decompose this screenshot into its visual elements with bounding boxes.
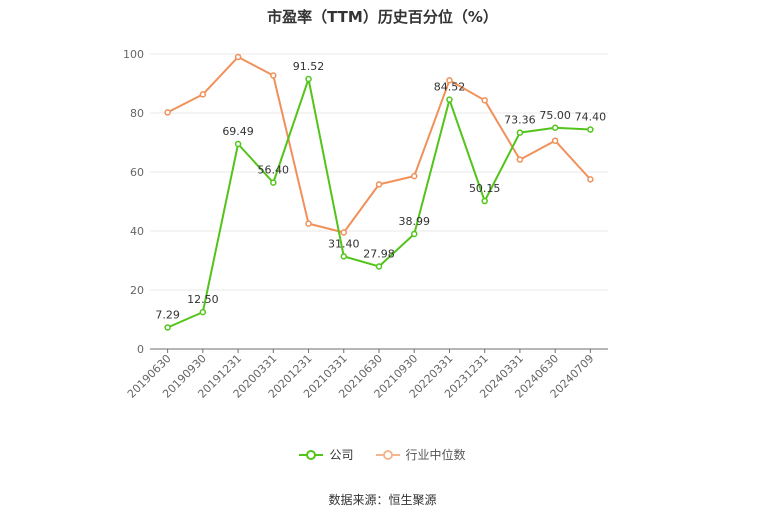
company-data-label: 12.50 (187, 293, 219, 306)
industry-median-point (410, 172, 418, 180)
company-point (516, 129, 524, 136)
industry-median-point (481, 97, 488, 104)
company-data-label: 31.40 (328, 237, 360, 250)
industry-median-point (516, 156, 524, 163)
company-point (551, 124, 559, 131)
company-point (481, 197, 488, 205)
y-tick-label: 80 (130, 107, 144, 120)
company-data-label: 73.36 (504, 114, 536, 127)
company-point (199, 308, 207, 316)
company-point (587, 126, 594, 133)
chart-title: 市盈率（TTM）历史百分位（%） (267, 8, 498, 26)
industry-median-point (234, 53, 242, 61)
company-data-label: 74.40 (575, 111, 607, 124)
company-point (305, 75, 312, 83)
company-point (164, 324, 171, 331)
industry-median-point (305, 220, 312, 227)
legend-item-industry-median[interactable]: 行业中位数 (375, 446, 466, 463)
company-point (234, 140, 242, 148)
legend-item-company[interactable]: 公司 (299, 446, 354, 463)
company-point (270, 179, 277, 186)
company-point (410, 230, 418, 238)
industry-median-point (199, 91, 207, 98)
y-tick-label: 0 (137, 343, 144, 356)
legend-industry-label: 行业中位数 (405, 448, 466, 462)
y-tick-label: 60 (130, 166, 144, 179)
y-tick-label: 40 (130, 225, 144, 238)
gridlines (150, 53, 608, 291)
company-data-label: 75.00 (539, 109, 571, 122)
industry-median-point (375, 181, 383, 188)
company-point (340, 253, 348, 260)
industry-median-point (551, 137, 559, 144)
legend-company-label: 公司 (329, 448, 354, 462)
industry-median-point (164, 109, 171, 116)
company-data-label: 38.99 (398, 215, 430, 228)
industry-median-point (340, 229, 348, 236)
y-tick-label: 20 (130, 284, 144, 297)
company-point (375, 263, 383, 270)
company-data-label: 84.52 (434, 81, 466, 94)
series-lines (164, 53, 594, 331)
data-source: 数据来源：恒生聚源 (328, 493, 437, 507)
series-line-industry-median (167, 55, 592, 234)
y-tick-label: 100 (123, 48, 144, 61)
legend-industry-icon (375, 449, 400, 460)
legend: 公司 行业中位数 (0, 446, 765, 463)
company-data-label: 56.40 (258, 164, 290, 177)
company-data-label: 7.29 (155, 308, 180, 321)
industry-median-point (587, 176, 594, 183)
axes: 0204060801002019063020190930201912312020… (123, 48, 608, 401)
legend-company-icon (299, 449, 324, 460)
company-point (446, 96, 453, 103)
company-data-label: 69.49 (222, 125, 254, 138)
company-data-label: 91.52 (293, 60, 325, 73)
company-data-label: 50.15 (469, 182, 501, 195)
industry-median-point (446, 77, 453, 84)
company-data-label: 27.98 (363, 247, 395, 260)
industry-median-point (270, 72, 277, 79)
